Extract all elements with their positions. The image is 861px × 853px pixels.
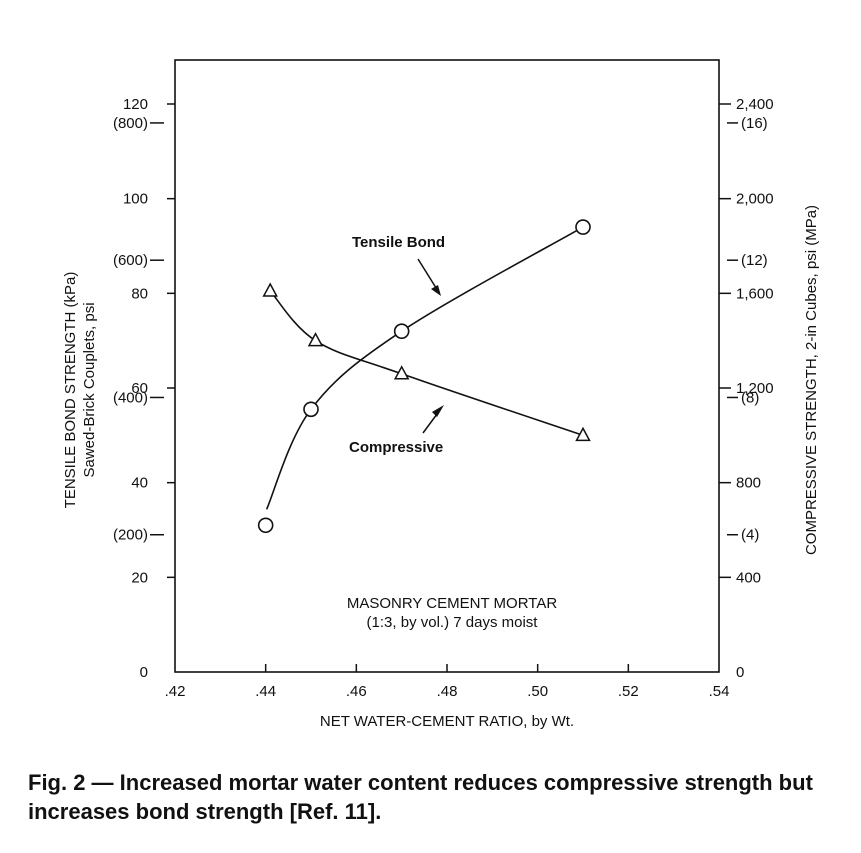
compressive-point <box>393 365 410 380</box>
left-tick-label: 80 <box>131 285 148 302</box>
compressive-point <box>262 282 278 297</box>
compressive-curve <box>269 290 584 437</box>
right-tick-label: 1,600 <box>736 285 774 302</box>
left-tick-label: 20 <box>131 569 148 586</box>
right-tick-label: 1,200 <box>736 380 774 397</box>
left-axis-subtitle: Sawed-Brick Couplets, psi <box>81 302 98 477</box>
tensile-bond-point <box>257 517 274 534</box>
right-tick-label: 400 <box>736 569 761 586</box>
x-tick-label: .46 <box>346 683 367 700</box>
left-secondary-tick-label: (400) <box>113 389 148 406</box>
right-secondary-tick-label: (12) <box>741 252 768 269</box>
tensile-bond-arrowhead <box>431 285 441 296</box>
left-tick-label: 0 <box>140 664 148 681</box>
tensile-bond-label: Tensile Bond <box>352 234 445 251</box>
left-tick-label: 100 <box>123 191 148 208</box>
x-axis-title: NET WATER-CEMENT RATIO, by Wt. <box>320 713 574 730</box>
data-markers <box>257 219 591 534</box>
tensile-bond-point <box>393 323 410 340</box>
right-secondary-tick-label: (4) <box>741 527 759 544</box>
compressive-label: Compressive <box>349 439 443 456</box>
tensile-bond-arrow <box>417 258 439 292</box>
x-tick-label: .50 <box>527 683 548 700</box>
right-secondary-tick-label: (8) <box>741 389 759 406</box>
right-tick-label: 2,400 <box>736 96 774 113</box>
left-tick-label: 40 <box>131 475 148 492</box>
figure-caption: Fig. 2 — Increased mortar water content … <box>28 770 813 824</box>
x-tick-label: .42 <box>165 683 186 700</box>
compressive-point <box>575 426 591 442</box>
left-tick-label: 60 <box>131 380 148 397</box>
tensile-bond-curve <box>265 226 584 510</box>
compressive-point <box>307 332 324 347</box>
right-tick-label: 2,000 <box>736 191 774 208</box>
x-tick-label: .48 <box>437 683 458 700</box>
left-axis-title: TENSILE BOND STRENGTH (kPa) <box>62 272 79 509</box>
x-axis-ticks: .42 .44 .46 .48 .50 .52 .54 <box>165 664 730 700</box>
chart: 0 20 40 60 80 100 120 (200) (400) (600) (800) 0 400… <box>62 59 820 730</box>
left-secondary-tick-label: (200) <box>113 527 148 544</box>
plot-frame <box>174 59 720 673</box>
compressive-arrowhead <box>432 405 444 417</box>
x-tick-label: .44 <box>255 683 276 700</box>
annotation-line-1: MASONRY CEMENT MORTAR <box>347 595 557 612</box>
left-axis-ticks: 0 20 40 60 80 100 120 (200) (400) (600) (800) <box>113 96 175 681</box>
right-tick-label: 0 <box>736 664 744 681</box>
tensile-bond-point <box>575 219 591 235</box>
right-secondary-tick-label: (16) <box>741 115 768 132</box>
right-tick-label: 800 <box>736 475 761 492</box>
right-axis-ticks: 0 400 800 1,200 1,600 2,000 2,400 (4) (8) (12) (16… <box>719 96 774 681</box>
right-axis-title: COMPRESSIVE STRENGTH, 2-in Cubes, psi (M… <box>803 205 820 555</box>
annotation-line-2: (1:3, by vol.) 7 days moist <box>367 614 539 631</box>
left-tick-label: 120 <box>123 96 148 113</box>
left-secondary-tick-label: (600) <box>113 252 148 269</box>
x-tick-label: .54 <box>709 683 730 700</box>
tensile-bond-point <box>303 401 319 418</box>
x-tick-label: .52 <box>618 683 639 700</box>
left-secondary-tick-label: (800) <box>113 115 148 132</box>
